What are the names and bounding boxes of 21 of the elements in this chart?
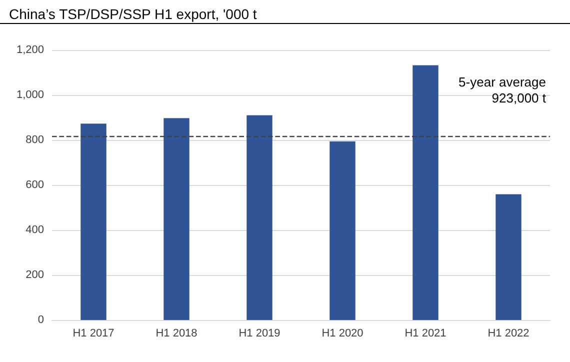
bar xyxy=(80,124,106,320)
x-tick-label: H1 2017 xyxy=(72,328,114,340)
y-tick-label: 1,200 xyxy=(16,44,44,56)
x-tick-label: H1 2021 xyxy=(404,328,446,340)
x-tick-label: H1 2022 xyxy=(488,328,530,340)
x-tick-label: H1 2020 xyxy=(322,328,364,340)
bar xyxy=(164,118,190,320)
y-tick-label: 1,000 xyxy=(16,89,44,101)
bar xyxy=(412,65,438,320)
y-tick-label: 600 xyxy=(26,179,44,191)
y-tick-label: 400 xyxy=(26,224,44,236)
bar xyxy=(330,141,356,320)
y-tick-label: 200 xyxy=(26,269,44,281)
ref-line-label: 5-year average 923,000 t xyxy=(458,74,546,106)
y-tick-label: 800 xyxy=(26,134,44,146)
bar xyxy=(496,194,522,320)
x-tick-label: H1 2019 xyxy=(238,328,280,340)
x-tick-label: H1 2018 xyxy=(156,328,198,340)
bar xyxy=(246,115,272,320)
chart-title: China’s TSP/DSP/SSP H1 export, '000 t xyxy=(9,6,257,22)
y-tick-label: 0 xyxy=(38,314,44,326)
